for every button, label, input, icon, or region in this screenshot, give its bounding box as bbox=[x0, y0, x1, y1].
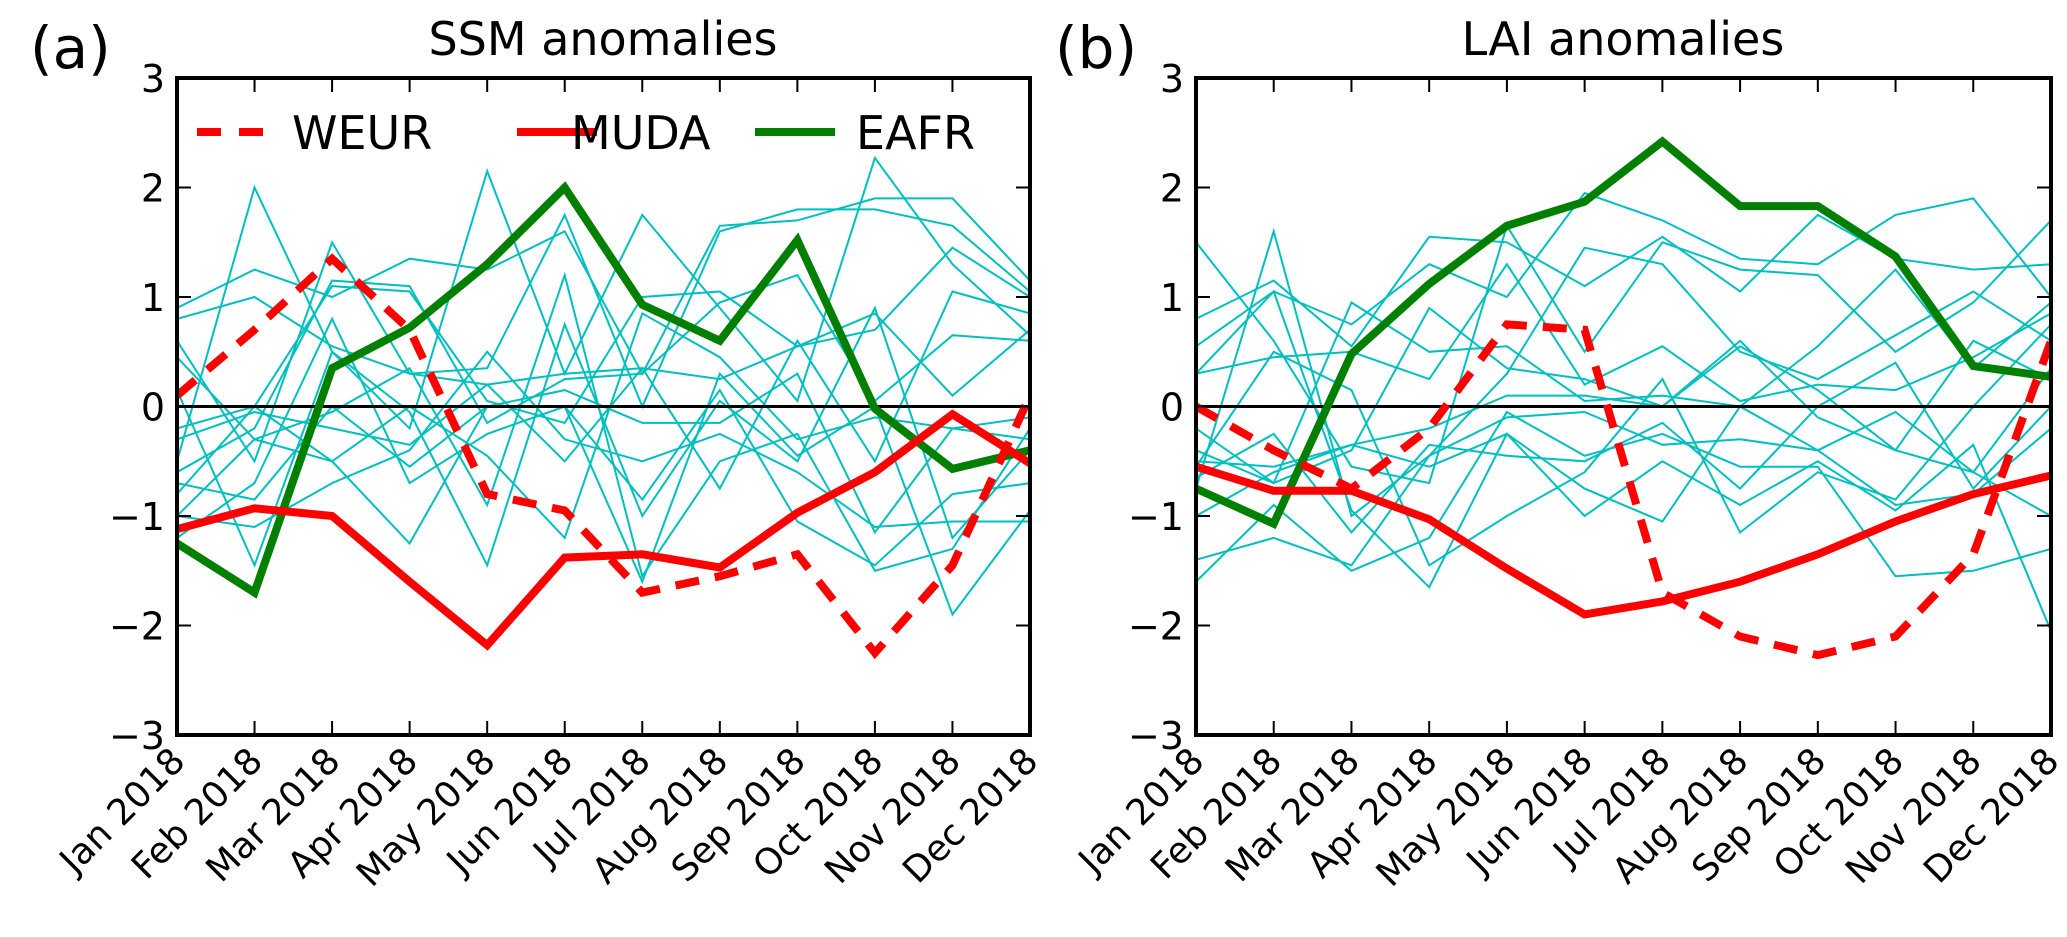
y-tick-label: 1 bbox=[1160, 276, 1184, 320]
y-tick-label: −3 bbox=[109, 714, 165, 758]
background-series-line bbox=[177, 290, 1030, 491]
y-tick-label: −1 bbox=[109, 495, 165, 539]
background-series-line bbox=[1196, 410, 2051, 583]
y-tick-label: 1 bbox=[141, 276, 165, 320]
background-series-line bbox=[177, 316, 1030, 617]
background-series-line bbox=[1196, 306, 2051, 485]
chart-title: LAI anomalies bbox=[1462, 12, 1785, 66]
y-tick-label: −2 bbox=[1128, 605, 1184, 649]
background-series-line bbox=[1196, 219, 2051, 485]
y-tick-label: 3 bbox=[1160, 57, 1184, 101]
background-series-line bbox=[177, 155, 1030, 462]
y-tick-label: 3 bbox=[141, 57, 165, 101]
y-tick-label: 2 bbox=[141, 167, 165, 211]
background-series-line bbox=[177, 197, 1030, 376]
y-tick-label: 0 bbox=[141, 386, 165, 430]
plot-area bbox=[177, 155, 1030, 660]
legend-label-eafr: EAFR bbox=[856, 106, 975, 160]
chart-title: SSM anomalies bbox=[428, 12, 777, 66]
plot-area bbox=[1196, 136, 2051, 660]
background-series-line bbox=[1196, 268, 2051, 485]
panel-label: (a) bbox=[30, 14, 111, 82]
legend: WEUR MUDA EAFR bbox=[197, 106, 975, 160]
series-line-eafr bbox=[1196, 136, 2051, 529]
background-series-line bbox=[177, 350, 1030, 529]
background-series-line bbox=[1196, 227, 2051, 518]
panel-label: (b) bbox=[1055, 14, 1137, 82]
legend-label-muda: MUDA bbox=[571, 106, 711, 160]
y-tick-label: −2 bbox=[109, 605, 165, 649]
background-series-line bbox=[1196, 361, 2051, 534]
series-line-muda bbox=[1196, 462, 2051, 619]
background-series-line bbox=[177, 208, 1030, 464]
background-series-line bbox=[1196, 289, 2051, 632]
y-tick-label: 0 bbox=[1160, 386, 1184, 430]
background-series-line bbox=[1196, 262, 2051, 403]
y-tick-label: −3 bbox=[1128, 714, 1184, 758]
y-tick-label: 2 bbox=[1160, 167, 1184, 211]
background-series-line bbox=[177, 246, 1030, 386]
background-series-line bbox=[177, 305, 1030, 568]
background-series-line bbox=[1196, 191, 2051, 348]
series-line-muda bbox=[177, 409, 1030, 651]
background-series-line bbox=[177, 388, 1030, 567]
legend-label-weur: WEUR bbox=[292, 106, 432, 160]
background-series-line bbox=[1196, 213, 2051, 348]
y-tick-label: −1 bbox=[1128, 495, 1184, 539]
background-series-line bbox=[177, 273, 1030, 474]
background-series-line bbox=[1196, 405, 2051, 523]
series-line-weur bbox=[1196, 320, 2051, 660]
series-line-eafr bbox=[177, 181, 1030, 599]
